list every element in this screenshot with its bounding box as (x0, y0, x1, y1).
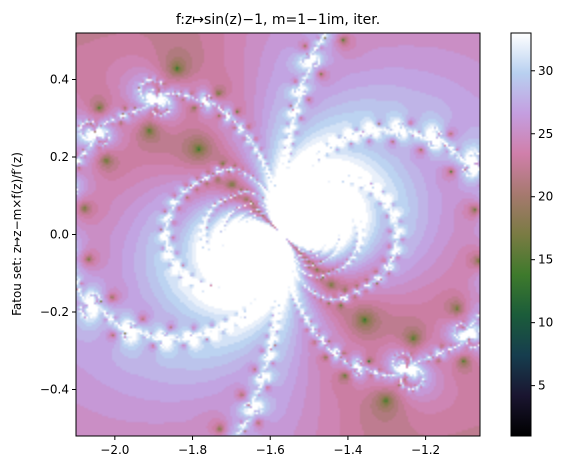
colorbar-tick-label: 5 (538, 379, 546, 393)
fractal-heatmap (76, 33, 480, 436)
y-tick-label: −0.4 (40, 383, 69, 397)
colorbar-frame (510, 32, 532, 437)
colorbar-gradient (511, 33, 531, 436)
y-axis: −0.4 −0.2 0.0 0.2 0.4 (40, 73, 76, 397)
colorbar-tick-label: 20 (538, 190, 553, 204)
y-axis-label: Fatou set: z↦z−m×f(z)/f′(z) (10, 152, 24, 316)
y-tick-label: −0.2 (40, 305, 69, 319)
y-tick-label: 0.4 (50, 73, 69, 87)
plot-area (75, 32, 481, 437)
x-tick-label: −1.6 (256, 443, 285, 457)
colorbar-tick-label: 30 (538, 64, 553, 78)
colorbar-tick-label: 25 (538, 127, 553, 141)
x-tick-label: −1.2 (411, 443, 440, 457)
chart-title: f:z↦sin(z)−1, m=1−1im, iter. (176, 12, 380, 28)
x-tick-label: −1.8 (178, 443, 207, 457)
y-tick-label: 0.0 (50, 228, 69, 242)
x-tick-label: −2.0 (100, 443, 129, 457)
y-tick-label: 0.2 (50, 150, 69, 164)
colorbar: 5 10 15 20 25 30 (510, 32, 553, 437)
colorbar-tick-label: 10 (538, 316, 553, 330)
x-axis: −2.0 −1.8 −1.6 −1.4 −1.2 (100, 436, 440, 457)
colorbar-axis: 5 10 15 20 25 30 (531, 64, 553, 393)
colorbar-tick-label: 15 (538, 253, 553, 267)
x-tick-label: −1.4 (333, 443, 362, 457)
